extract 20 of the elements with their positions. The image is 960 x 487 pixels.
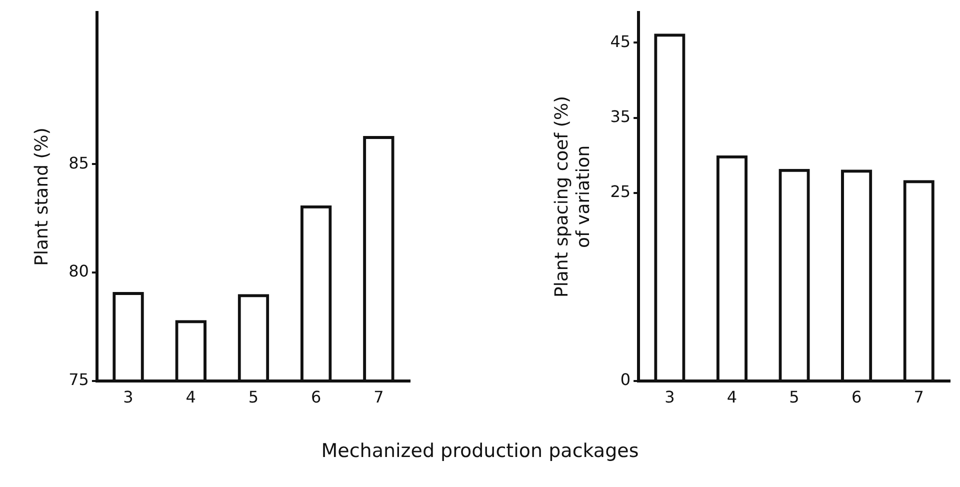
y-tick-label: 85 [68, 153, 89, 172]
x-tick-label: 7 [914, 388, 924, 407]
y-tick-label: 75 [68, 370, 89, 389]
y-tick-label: 35 [610, 106, 631, 126]
x-tick-label: 4 [726, 388, 738, 407]
x-tick-label: 3 [664, 388, 675, 407]
y-axis-title: Plant stand (%) [31, 128, 52, 266]
y-tick-label: 25 [610, 182, 631, 202]
x-tick-label: 5 [248, 388, 259, 407]
x-tick-label: 5 [789, 388, 800, 407]
y-tick-label: 80 [68, 262, 89, 281]
x-tick-label: 3 [123, 388, 134, 407]
x-tick-label: 6 [310, 388, 322, 407]
x-tick-label: 4 [186, 388, 196, 407]
x-axis-title: Mechanized production packages [320, 440, 640, 462]
x-tick-label: 7 [374, 388, 384, 407]
y-axis-title: Plant spacing coef (%) of variation [551, 96, 594, 298]
y-tick-label: 45 [610, 32, 631, 51]
y-tick-label: 0 [620, 370, 631, 389]
x-tick-label: 6 [851, 388, 862, 407]
